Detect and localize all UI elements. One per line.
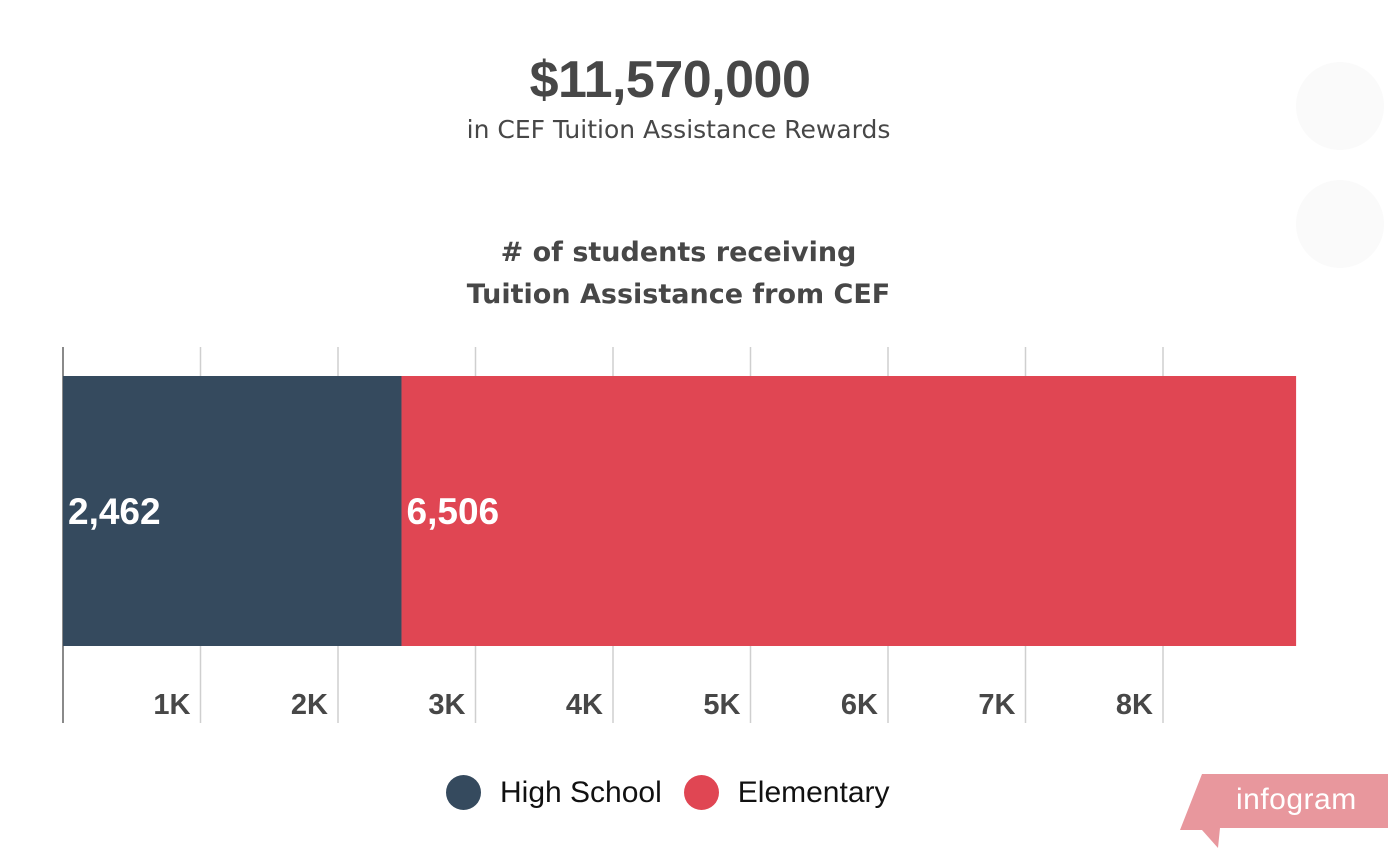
data-label-elementary: 6,506 (407, 491, 500, 532)
legend-label-high-school: High School (500, 775, 662, 809)
bar-segment-elementary (401, 376, 1297, 646)
tick-label-6K: 6K (841, 689, 878, 721)
tick-label-8K: 8K (1116, 689, 1153, 721)
data-label-high-school: 2,462 (68, 491, 161, 532)
legend: High School Elementary (446, 775, 912, 810)
tick-label-3K: 3K (428, 689, 465, 721)
tick-label-1K: 1K (153, 689, 190, 721)
tick-label-2K: 2K (291, 689, 328, 721)
infogram-watermark[interactable]: infogram (1180, 774, 1388, 848)
tick-label-5K: 5K (703, 689, 740, 721)
tick-label-7K: 7K (978, 689, 1015, 721)
chart-title: # of students receiving Tuition Assistan… (0, 232, 1357, 316)
side-share-button-2[interactable] (1296, 180, 1384, 268)
legend-label-elementary: Elementary (737, 775, 890, 809)
chart-title-line-1: # of students receiving (500, 237, 857, 268)
legend-item-high-school[interactable]: High School (446, 775, 662, 810)
headline-caption: in CEF Tuition Assistance Rewards (466, 115, 891, 144)
headline-amount: $11,570,000 (529, 51, 811, 109)
bar-segment-high-school (63, 376, 402, 646)
watermark-badge-icon (1180, 774, 1388, 848)
side-share-button-1[interactable] (1296, 62, 1384, 150)
legend-swatch-high-school (446, 775, 481, 810)
legend-swatch-elementary (683, 775, 719, 810)
tick-label-4K: 4K (566, 689, 603, 721)
chart-title-line-2: Tuition Assistance from CEF (466, 279, 891, 310)
legend-item-elementary[interactable]: Elementary (683, 775, 890, 810)
watermark-logo-text: infogram (1236, 783, 1357, 816)
